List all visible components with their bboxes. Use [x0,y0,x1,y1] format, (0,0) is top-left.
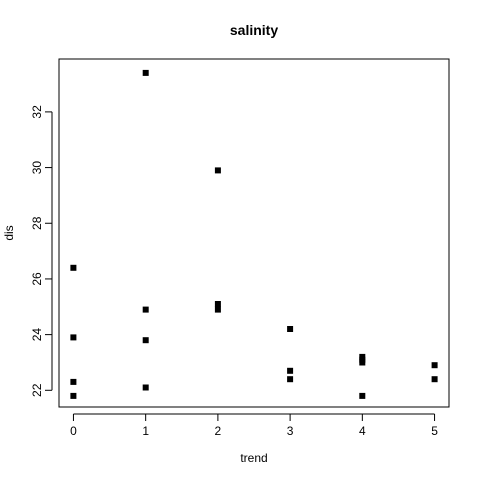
data-point [70,392,77,399]
x-tick-label: 2 [215,424,222,438]
data-point [287,376,294,383]
data-point [214,167,221,174]
data-point [214,306,221,313]
data-point [431,376,438,383]
y-tick-label: 24 [30,328,44,342]
data-point [70,378,77,385]
x-axis-label: trend [240,451,267,465]
data-point [287,326,294,332]
x-tick-label: 5 [431,424,438,438]
x-axis: 0 1 2 3 4 5 [70,413,438,438]
data-point [142,384,149,391]
x-tick-label: 3 [287,424,294,438]
plot-frame [58,58,450,408]
data-point [359,359,366,366]
y-tick-label: 22 [30,383,44,397]
data-point [142,337,149,344]
data-point [142,306,149,313]
data-point [214,301,221,307]
y-axis: 22 24 26 28 30 32 [30,105,53,397]
y-tick-label: 26 [30,272,44,286]
y-tick-label: 28 [30,216,44,230]
x-tick-label: 4 [359,424,366,438]
data-point [287,367,294,374]
y-axis-label: dis [2,225,16,240]
chart-title: salinity [230,22,278,38]
x-tick-label: 0 [70,424,77,438]
data-point [431,362,438,369]
data-point [359,392,366,399]
x-tick-label: 1 [142,424,149,438]
data-point [142,69,149,76]
data-point [70,264,77,271]
y-tick-label: 30 [30,161,44,175]
data-points [70,69,438,399]
y-tick-label: 32 [30,105,44,119]
data-point [70,334,77,341]
